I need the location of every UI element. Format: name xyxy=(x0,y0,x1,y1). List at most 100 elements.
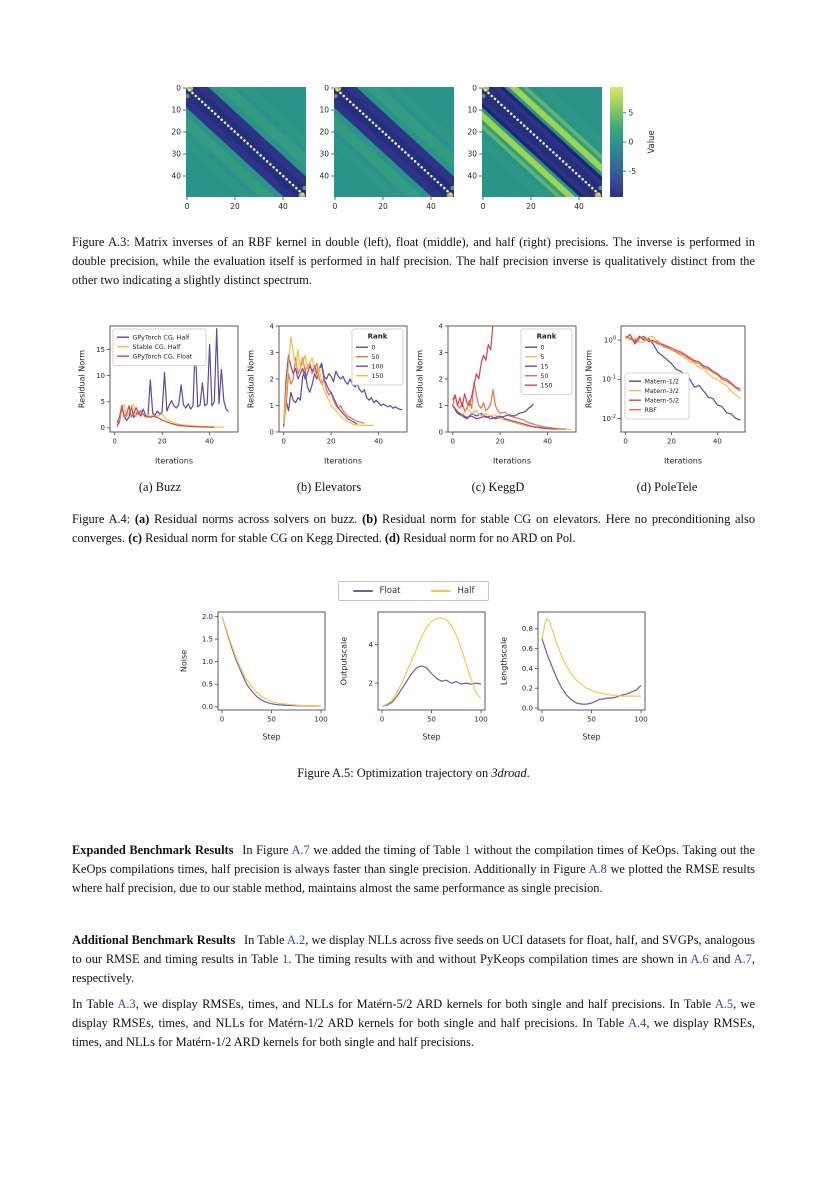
svg-text:Rank: Rank xyxy=(368,332,388,340)
svg-text:3: 3 xyxy=(439,349,443,357)
text-segment: 3droad xyxy=(491,765,527,780)
svg-text:40: 40 xyxy=(319,172,329,181)
chart-poletele: 0 20 40 100 10-1 10-2 Iterations Residual Norm M… xyxy=(583,316,751,471)
svg-text:2: 2 xyxy=(368,679,372,687)
svg-text:50: 50 xyxy=(541,373,549,380)
svg-text:Residual Norm: Residual Norm xyxy=(416,350,425,408)
svg-text:100: 100 xyxy=(634,715,647,723)
heatmap-float-precision: 0 10 20 30 40 0 20 40 xyxy=(312,84,460,220)
paragraph-table-details: In Table A.3, we display RMSEs, times, a… xyxy=(72,995,755,1052)
svg-text:0: 0 xyxy=(623,437,627,445)
legend-label: Float xyxy=(379,585,401,596)
heatmap-half-precision: 0 10 20 30 40 0 20 40 xyxy=(460,84,608,220)
svg-text:100: 100 xyxy=(604,335,616,344)
ref-link[interactable]: A.8 xyxy=(588,861,607,876)
svg-text:20: 20 xyxy=(467,128,477,137)
svg-text:5: 5 xyxy=(101,398,105,406)
text-segment: we plotted the RMSE results where half p… xyxy=(72,861,756,895)
svg-text:0: 0 xyxy=(628,138,633,147)
svg-text:20: 20 xyxy=(230,202,240,211)
svg-text:4: 4 xyxy=(439,322,444,330)
svg-text:Step: Step xyxy=(422,732,440,741)
svg-text:Rank: Rank xyxy=(537,332,557,340)
svg-text:0.0: 0.0 xyxy=(521,704,532,712)
svg-text:30: 30 xyxy=(319,150,329,159)
svg-text:0: 0 xyxy=(219,715,223,723)
svg-text:0: 0 xyxy=(270,428,274,436)
ref-link[interactable]: 1 xyxy=(282,951,289,966)
ref-link[interactable]: A.5 xyxy=(714,996,734,1011)
ref-link[interactable]: A.7 xyxy=(291,842,310,857)
subcaption-elevators: (b) Elevators xyxy=(296,479,362,494)
text-segment: Figure A.4: xyxy=(72,511,135,526)
svg-text:40: 40 xyxy=(543,437,552,445)
svg-text:0: 0 xyxy=(541,344,545,351)
svg-text:40: 40 xyxy=(713,437,722,445)
legend-item-half: Half xyxy=(430,586,474,596)
legend-item-float: Float xyxy=(352,585,401,596)
svg-text:40: 40 xyxy=(205,437,214,445)
text-segment: Residual norm for no ARD on Pol. xyxy=(400,530,576,545)
figure-a5-caption: Figure A.5: Optimization trajectory on 3… xyxy=(0,766,827,781)
svg-text:Residual Norm: Residual Norm xyxy=(78,350,87,408)
legend-swatch xyxy=(430,589,451,592)
svg-text:Matern-1/2: Matern-1/2 xyxy=(645,378,680,385)
svg-text:0.4: 0.4 xyxy=(521,665,533,673)
svg-text:40: 40 xyxy=(426,202,436,211)
svg-text:0: 0 xyxy=(282,437,286,445)
svg-text:20: 20 xyxy=(526,202,536,211)
svg-text:0: 0 xyxy=(379,715,383,723)
chart-outputscale: 0 50 100 2 4 Step Outputscale xyxy=(338,604,490,747)
text-segment: In Figure xyxy=(242,842,292,857)
chart-block-elevators: 0 20 40 0 1 2 3 4 Iterations Residual Norm Rank 0 50… xyxy=(245,316,413,495)
ref-link[interactable]: A.7 xyxy=(733,951,752,966)
text-segment: and xyxy=(708,951,734,966)
svg-text:0.2: 0.2 xyxy=(521,684,532,692)
svg-text:20: 20 xyxy=(378,202,388,211)
svg-text:40: 40 xyxy=(278,202,288,211)
svg-text:1: 1 xyxy=(270,402,274,410)
svg-text:Iterations: Iterations xyxy=(493,456,531,465)
svg-text:Outputscale: Outputscale xyxy=(339,637,348,685)
svg-text:20: 20 xyxy=(158,437,167,445)
text-segment: In Table xyxy=(72,996,118,1011)
svg-text:150: 150 xyxy=(541,382,553,389)
svg-text:50: 50 xyxy=(372,354,380,361)
text-segment: without the compilation times of KeOps. … xyxy=(72,842,756,876)
svg-text:-5: -5 xyxy=(628,167,636,176)
svg-text:0.0: 0.0 xyxy=(201,703,212,711)
svg-text:5: 5 xyxy=(541,354,545,361)
svg-text:0: 0 xyxy=(324,85,329,93)
text-segment: Residual norms across solvers on buzz. xyxy=(149,511,363,526)
subcaption-poletele: (d) PoleTele xyxy=(636,479,698,494)
svg-text:20: 20 xyxy=(319,128,329,137)
ref-link[interactable]: A.3 xyxy=(117,996,136,1011)
chart-noise: 0 50 100 0.0 0.5 1.0 1.5 2.0 Step Noise xyxy=(178,604,330,747)
text-segment: (d) xyxy=(384,530,401,545)
svg-text:0: 0 xyxy=(439,428,443,436)
figure-a4: 0 20 40 0 5 10 15 Iterations Residual Norm GPyTor… xyxy=(0,316,827,495)
svg-text:2: 2 xyxy=(270,375,274,383)
colorbar-value: 5 0 -5 Value xyxy=(608,85,664,220)
svg-text:10: 10 xyxy=(171,106,181,115)
ref-link[interactable]: A.2 xyxy=(286,932,306,947)
subcaption-buzz: (a) Buzz xyxy=(138,479,182,494)
paragraph-additional-benchmark-results: Additional Benchmark Results In Table A.2… xyxy=(72,931,755,988)
svg-text:0: 0 xyxy=(101,424,105,432)
ref-link[interactable]: A.6 xyxy=(690,951,709,966)
svg-text:0: 0 xyxy=(472,85,477,93)
text-segment: , respectively. xyxy=(72,951,755,985)
svg-text:Value: Value xyxy=(647,130,657,153)
svg-text:5: 5 xyxy=(628,108,633,117)
text-segment: . The timing results with and without Py… xyxy=(288,951,691,966)
svg-text:100: 100 xyxy=(474,715,487,723)
svg-text:Matern-3/2: Matern-3/2 xyxy=(645,388,680,395)
text-segment: Expanded Benchmark Results xyxy=(72,842,234,857)
svg-text:50: 50 xyxy=(267,715,276,723)
legend-swatch xyxy=(352,589,373,592)
figure-a5-legend: Float Half xyxy=(337,580,490,601)
subcaption-keggd: (c) KeggD xyxy=(471,479,525,494)
ref-link[interactable]: A.4 xyxy=(628,1015,647,1030)
chart-buzz: 0 20 40 0 5 10 15 Iterations Residual Norm GPyTor… xyxy=(76,316,244,471)
ref-link[interactable]: 1 xyxy=(464,842,471,857)
